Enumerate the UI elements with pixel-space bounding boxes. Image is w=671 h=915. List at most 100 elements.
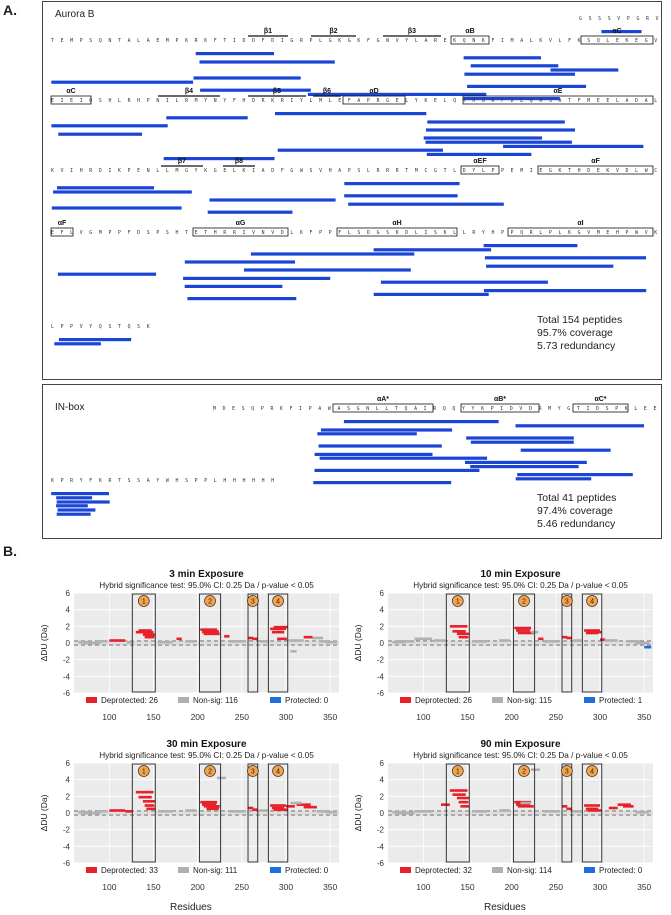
non-sig-peptide-segment: [290, 650, 297, 653]
peptide-bar: [58, 132, 142, 136]
non-sig-peptide-segment: [82, 641, 101, 645]
x-tick-label: 200: [505, 882, 519, 892]
plot-subtitle: Hybrid significance test: 95.0% CI: 0.25…: [413, 581, 628, 590]
non-sig-peptide-segment: [499, 639, 510, 642]
deprotected-peptide-segment: [584, 629, 600, 632]
x-tick-label: 350: [637, 712, 651, 722]
legend-swatch: [400, 867, 411, 873]
peptide-bar: [515, 477, 592, 481]
peptide-bar: [343, 420, 499, 424]
deprotected-peptide-segment: [176, 637, 182, 641]
region-box: [131, 593, 156, 693]
y-tick-label: -2: [377, 826, 385, 835]
helix-box: [507, 227, 654, 237]
legend-swatch: [86, 697, 97, 703]
deprotected-peptide-segment: [109, 809, 126, 812]
sequence-row: K V I H R D I K P E N L L M G Y K G E L …: [51, 168, 661, 174]
y-tick-label: 2: [380, 622, 385, 631]
x-axis-label-right: Residues: [484, 902, 526, 913]
peptide-bar: [163, 157, 275, 161]
plot-subtitle: Hybrid significance test: 95.0% CI: 0.25…: [99, 581, 314, 590]
peptide-bar: [344, 194, 458, 198]
deprotected-peptide-segment: [452, 630, 466, 633]
peptide-bar: [467, 84, 587, 88]
region-marker: [518, 595, 530, 607]
protected-peptide-segment: [644, 645, 652, 649]
y-axis-label: ΔDU (Da): [353, 624, 363, 661]
significance-band: [74, 640, 339, 646]
y-tick-label: -6: [377, 859, 385, 868]
region-marker: [204, 595, 216, 607]
deprotected-peptide-segment: [517, 805, 534, 808]
helix-box: [50, 95, 92, 105]
deprotected-peptide-segment: [200, 628, 218, 631]
x-tick-label: 100: [416, 712, 430, 722]
x-tick-label: 200: [191, 882, 205, 892]
y-tick-label: 0: [380, 809, 385, 818]
deprotected-peptide-segment: [125, 810, 133, 813]
secondary-structure-label: αE: [554, 88, 563, 95]
legend-swatch: [400, 697, 411, 703]
plot-title: 10 min Exposure: [480, 569, 560, 580]
plot-title: 30 min Exposure: [166, 739, 246, 750]
non-sig-peptide-segment: [414, 637, 433, 641]
secondary-structure-label: αG: [236, 220, 246, 227]
peptide-bar: [463, 97, 560, 101]
plot-subtitle: Hybrid significance test: 95.0% CI: 0.25…: [99, 751, 314, 760]
deprotected-peptide-segment: [617, 803, 631, 806]
deprotected-peptide-segment: [224, 635, 230, 638]
y-tick-label: 6: [66, 759, 71, 768]
legend-swatch: [492, 867, 503, 873]
non-sig-peptide-segment: [229, 810, 246, 813]
deprotected-peptide-segment: [270, 804, 286, 807]
peptide-bar: [373, 292, 489, 296]
legend-swatch: [178, 697, 189, 703]
region-box: [445, 763, 470, 863]
non-sig-peptide-segment: [217, 776, 226, 780]
non-sig-peptide-segment: [604, 639, 618, 642]
region-marker: [561, 765, 573, 777]
helix-box: [460, 165, 500, 175]
y-tick-label: 0: [380, 639, 385, 648]
secondary-structure-label: αC: [66, 88, 75, 95]
x-tick-label: 100: [416, 882, 430, 892]
peptide-bar: [184, 284, 283, 288]
peptide-bar: [57, 508, 96, 512]
non-sig-peptide-segment: [471, 640, 487, 643]
sequence-row: T E M P S Q N T A L A E M P K R K F T I …: [51, 38, 661, 44]
legend-label: Non-sig: 116: [193, 696, 238, 705]
uptake-plot-10min: 10 min Exposure Hybrid significance test:…: [352, 566, 657, 731]
aurora-content-svg: G S S S V P G R V A V I T E M P S Q N T A…: [50, 16, 671, 346]
x-tick-label: 250: [235, 882, 249, 892]
uptake-plot-30min: 30 min Exposure Hybrid significance test:…: [38, 736, 343, 901]
x-tick-label: 250: [549, 712, 563, 722]
y-tick-label: -2: [63, 826, 71, 835]
y-tick-label: 6: [380, 589, 385, 598]
peptide-bar: [195, 52, 274, 56]
peptide-bar: [199, 60, 335, 64]
deprotected-peptide-segment: [286, 805, 295, 808]
deprotected-peptide-segment: [449, 625, 468, 628]
region-number: 1: [142, 599, 146, 606]
peptide-bar: [51, 80, 194, 84]
region-number: 4: [276, 769, 280, 776]
region-marker: [247, 595, 259, 607]
secondary-structure-label: β4: [185, 88, 193, 95]
sequence-row: E F L V G M P P F D S P S H T E T H R R …: [51, 230, 661, 236]
region-marker: [451, 595, 464, 607]
region-box: [512, 593, 536, 693]
peptide-bar: [503, 144, 644, 148]
region-number: 4: [276, 599, 280, 606]
panel-b-letter: B.: [3, 543, 17, 559]
deprotected-peptide-segment: [273, 808, 288, 811]
secondary-structure-label: β6: [323, 88, 331, 95]
secondary-structure-label: αEF: [473, 158, 487, 165]
in-box-peptide-count: Total 41 peptides: [537, 492, 617, 504]
deprotected-peptide-segment: [587, 630, 602, 634]
peptide-bar: [200, 88, 311, 92]
non-sig-peptide-segment: [471, 810, 487, 813]
peptide-bar: [423, 136, 542, 140]
x-tick-label: 300: [593, 882, 607, 892]
deprotected-peptide-segment: [514, 626, 532, 630]
